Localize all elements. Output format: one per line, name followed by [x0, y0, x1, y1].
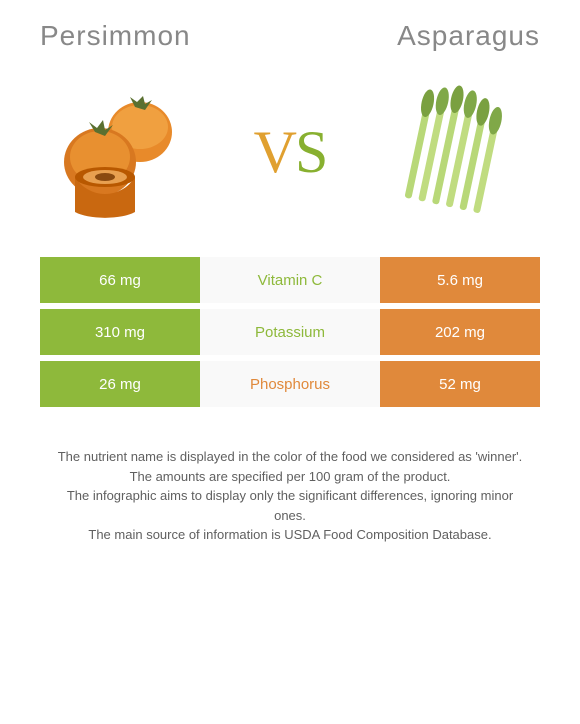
cell-nutrient-name: Vitamin C — [200, 257, 380, 303]
persimmon-image — [45, 82, 205, 222]
footnote-line: The amounts are specified per 100 gram o… — [50, 467, 530, 487]
vs-v: V — [254, 118, 295, 187]
cell-right-value: 52 mg — [380, 361, 540, 407]
cell-left-value: 26 mg — [40, 361, 200, 407]
titles-row: Persimmon Asparagus — [40, 20, 540, 52]
cell-nutrient-name: Potassium — [200, 309, 380, 355]
cell-nutrient-name: Phosphorus — [200, 361, 380, 407]
title-left: Persimmon — [40, 20, 191, 52]
images-row: VS — [40, 82, 540, 222]
table-row: 26 mg Phosphorus 52 mg — [40, 361, 540, 407]
title-right: Asparagus — [397, 20, 540, 52]
footnote-line: The infographic aims to display only the… — [50, 486, 530, 525]
cell-right-value: 202 mg — [380, 309, 540, 355]
table-row: 66 mg Vitamin C 5.6 mg — [40, 257, 540, 303]
footnote-line: The nutrient name is displayed in the co… — [50, 447, 530, 467]
cell-right-value: 5.6 mg — [380, 257, 540, 303]
cell-left-value: 310 mg — [40, 309, 200, 355]
footnote-block: The nutrient name is displayed in the co… — [40, 447, 540, 545]
table-row: 310 mg Potassium 202 mg — [40, 309, 540, 355]
nutrient-table: 66 mg Vitamin C 5.6 mg 310 mg Potassium … — [40, 257, 540, 407]
asparagus-image — [375, 82, 535, 222]
footnote-line: The main source of information is USDA F… — [50, 525, 530, 545]
vs-label: VS — [254, 118, 327, 187]
vs-s: S — [295, 118, 326, 187]
infographic-container: Persimmon Asparagus VS — [0, 0, 580, 565]
cell-left-value: 66 mg — [40, 257, 200, 303]
